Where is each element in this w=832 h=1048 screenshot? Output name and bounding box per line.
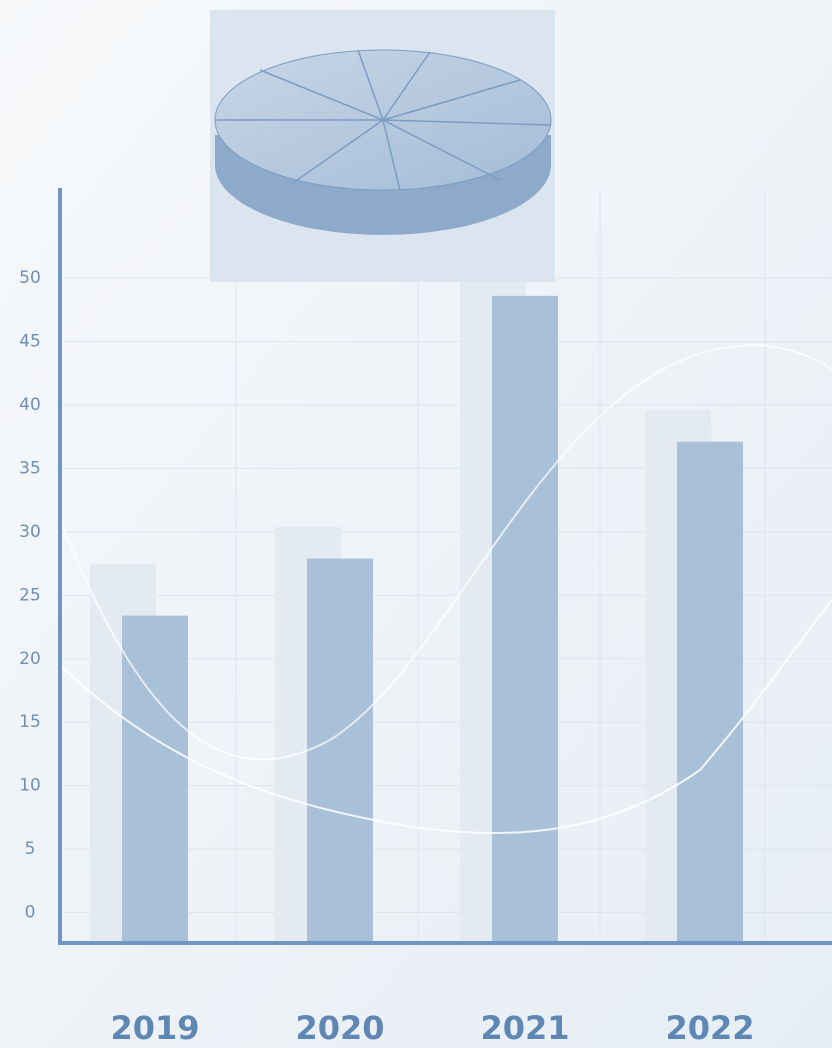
y-tick-label: 45 [19, 332, 41, 352]
bar [122, 615, 188, 943]
pie-image [210, 10, 555, 282]
plot: 0 5 10 15 20 25 30 35 40 45 50 [19, 265, 832, 944]
vertical-grid [235, 188, 766, 943]
bar [677, 441, 743, 943]
decor-curve [59, 343, 832, 761]
y-tick-label: 30 [19, 522, 41, 542]
y-tick-label: 10 [19, 776, 41, 796]
x-tick-label: 2021 [480, 1009, 569, 1047]
bar [492, 295, 558, 943]
y-tick-label: 15 [19, 712, 41, 732]
y-tick-label: 35 [19, 458, 41, 478]
x-tick-label: 2022 [665, 1009, 754, 1047]
y-tick-label: 20 [19, 649, 41, 669]
bar [307, 558, 373, 943]
y-tick-label: 5 [25, 839, 36, 859]
y-tick-label: 0 [25, 903, 36, 923]
x-tick-label: 2019 [110, 1009, 199, 1047]
decor-curve [59, 599, 832, 834]
y-tick-label: 40 [19, 395, 41, 415]
x-tick-label: 2020 [295, 1009, 384, 1047]
y-tick-label: 25 [19, 585, 41, 605]
pie-slices [215, 49, 551, 191]
y-tick-label: 50 [19, 268, 41, 288]
